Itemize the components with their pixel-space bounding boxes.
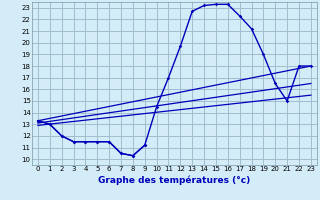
X-axis label: Graphe des températures (°c): Graphe des températures (°c) [98, 175, 251, 185]
